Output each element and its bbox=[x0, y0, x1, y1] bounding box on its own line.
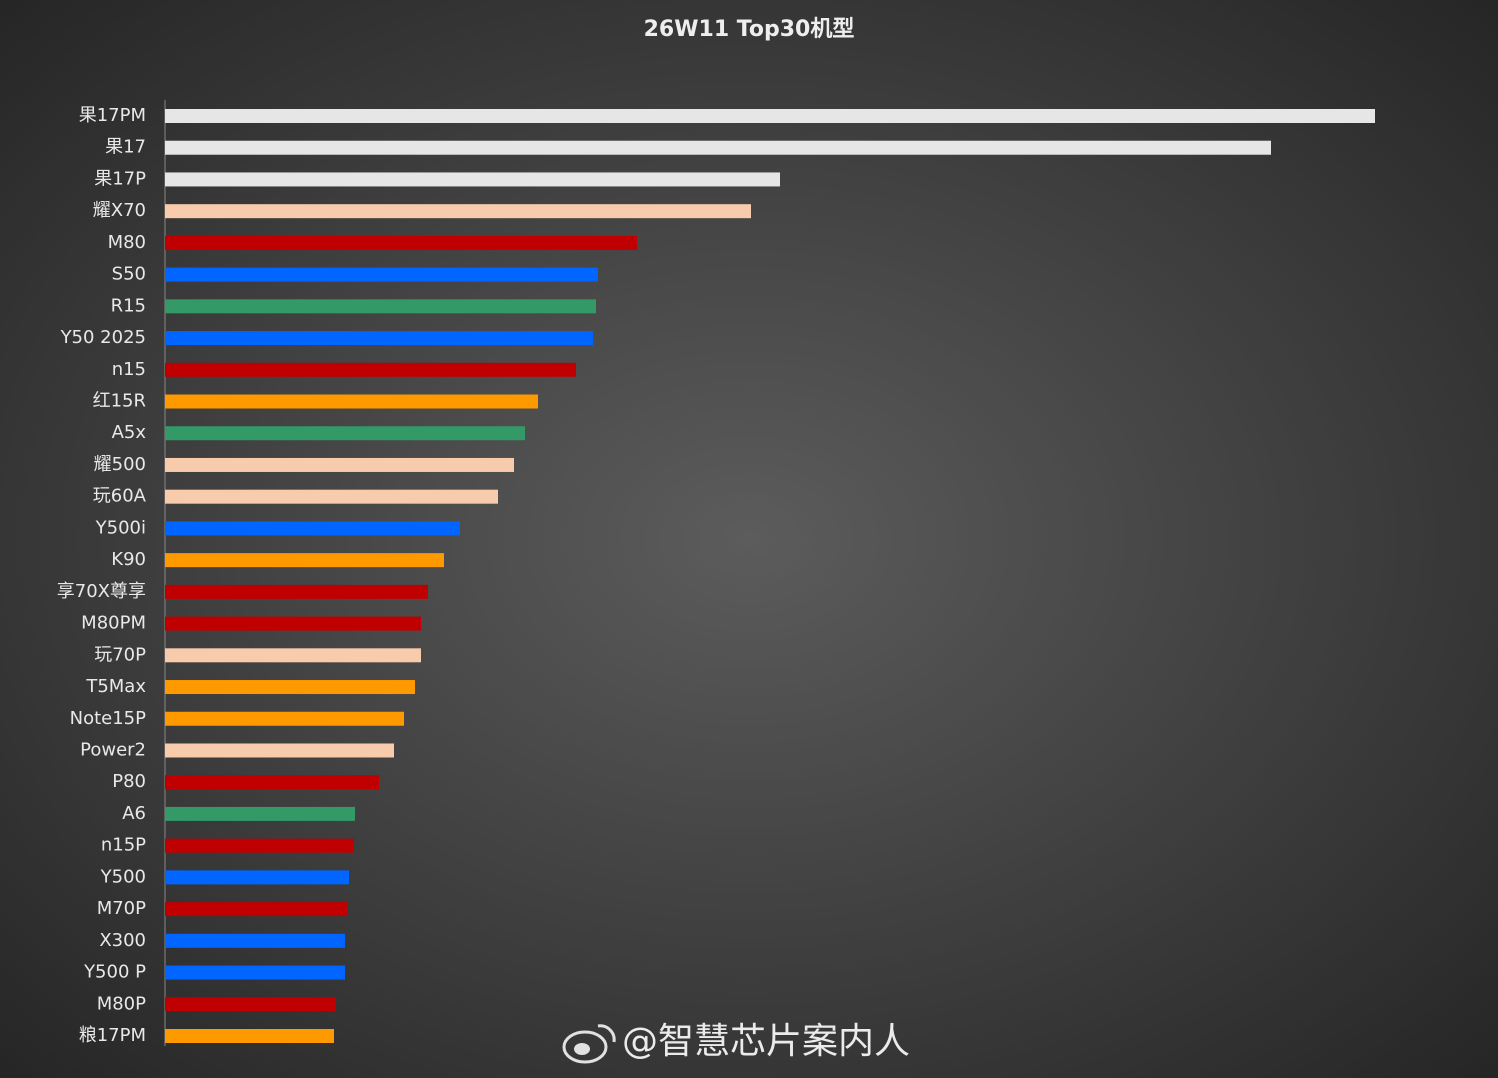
y-tick-label: A5x bbox=[112, 422, 147, 443]
chart-title: 26W11 Top30机型 bbox=[644, 17, 855, 42]
watermark: @智慧芯片案内人 bbox=[622, 1021, 910, 1062]
bar bbox=[165, 267, 598, 282]
bar bbox=[165, 775, 379, 790]
bar bbox=[165, 902, 348, 917]
y-tick-label: M70P bbox=[97, 898, 146, 919]
y-tick-label: M80 bbox=[108, 232, 146, 253]
y-tick-label: 耀X70 bbox=[93, 200, 146, 221]
y-tick-label: S50 bbox=[112, 264, 146, 285]
bar bbox=[165, 521, 460, 536]
y-tick-label: M80PM bbox=[81, 613, 146, 634]
y-tick-label: 玩60A bbox=[93, 486, 147, 507]
bar bbox=[165, 331, 593, 346]
y-tick-label: n15 bbox=[112, 359, 146, 380]
y-tick-label: X300 bbox=[99, 930, 146, 951]
y-tick-label: Y500 bbox=[100, 866, 146, 887]
y-tick-label: 果17P bbox=[94, 168, 146, 189]
bar bbox=[165, 299, 596, 314]
y-tick-label: Note15P bbox=[70, 708, 147, 729]
y-tick-label: A6 bbox=[122, 803, 146, 824]
bar bbox=[165, 362, 576, 377]
bar bbox=[165, 806, 355, 821]
y-tick-label: 耀500 bbox=[94, 454, 146, 475]
y-tick-label: n15P bbox=[101, 835, 146, 856]
y-tick-label: 红15R bbox=[93, 391, 146, 412]
y-tick-label: Y500i bbox=[95, 517, 146, 538]
y-tick-label: 享70X尊享 bbox=[57, 581, 146, 602]
bar bbox=[165, 172, 780, 187]
weibo-icon bbox=[562, 1024, 616, 1064]
bar bbox=[165, 838, 354, 853]
y-tick-label: K90 bbox=[111, 549, 146, 570]
bar bbox=[165, 109, 1375, 123]
y-tick-label: Y50 2025 bbox=[60, 327, 146, 348]
bar bbox=[165, 457, 514, 472]
y-tick-label: T5Max bbox=[85, 676, 146, 697]
y-tick-label: 玩70P bbox=[94, 644, 146, 665]
bar bbox=[165, 965, 345, 980]
bar bbox=[165, 1029, 334, 1043]
bar bbox=[165, 489, 498, 504]
y-tick-label: P80 bbox=[112, 771, 146, 792]
bar bbox=[165, 997, 336, 1012]
bar bbox=[165, 680, 415, 695]
y-tick-label: Power2 bbox=[80, 739, 146, 760]
bar bbox=[165, 870, 349, 885]
bar bbox=[165, 426, 525, 441]
bar bbox=[165, 711, 404, 726]
bar bbox=[165, 933, 345, 948]
bar bbox=[165, 140, 1271, 155]
bar bbox=[165, 616, 421, 631]
y-tick-label: 粮17PM bbox=[79, 1025, 146, 1046]
bar bbox=[165, 553, 444, 568]
bar bbox=[165, 235, 637, 250]
y-tick-label: 果17 bbox=[105, 137, 146, 158]
bar bbox=[165, 648, 421, 663]
bar bbox=[165, 584, 428, 599]
y-tick-label: R15 bbox=[111, 295, 146, 316]
y-tick-label: 果17PM bbox=[79, 105, 146, 126]
bar bbox=[165, 743, 394, 758]
y-tick-label: M80P bbox=[97, 993, 146, 1014]
y-tick-label: Y500 P bbox=[83, 962, 146, 983]
bar bbox=[165, 204, 751, 219]
bar bbox=[165, 394, 538, 409]
